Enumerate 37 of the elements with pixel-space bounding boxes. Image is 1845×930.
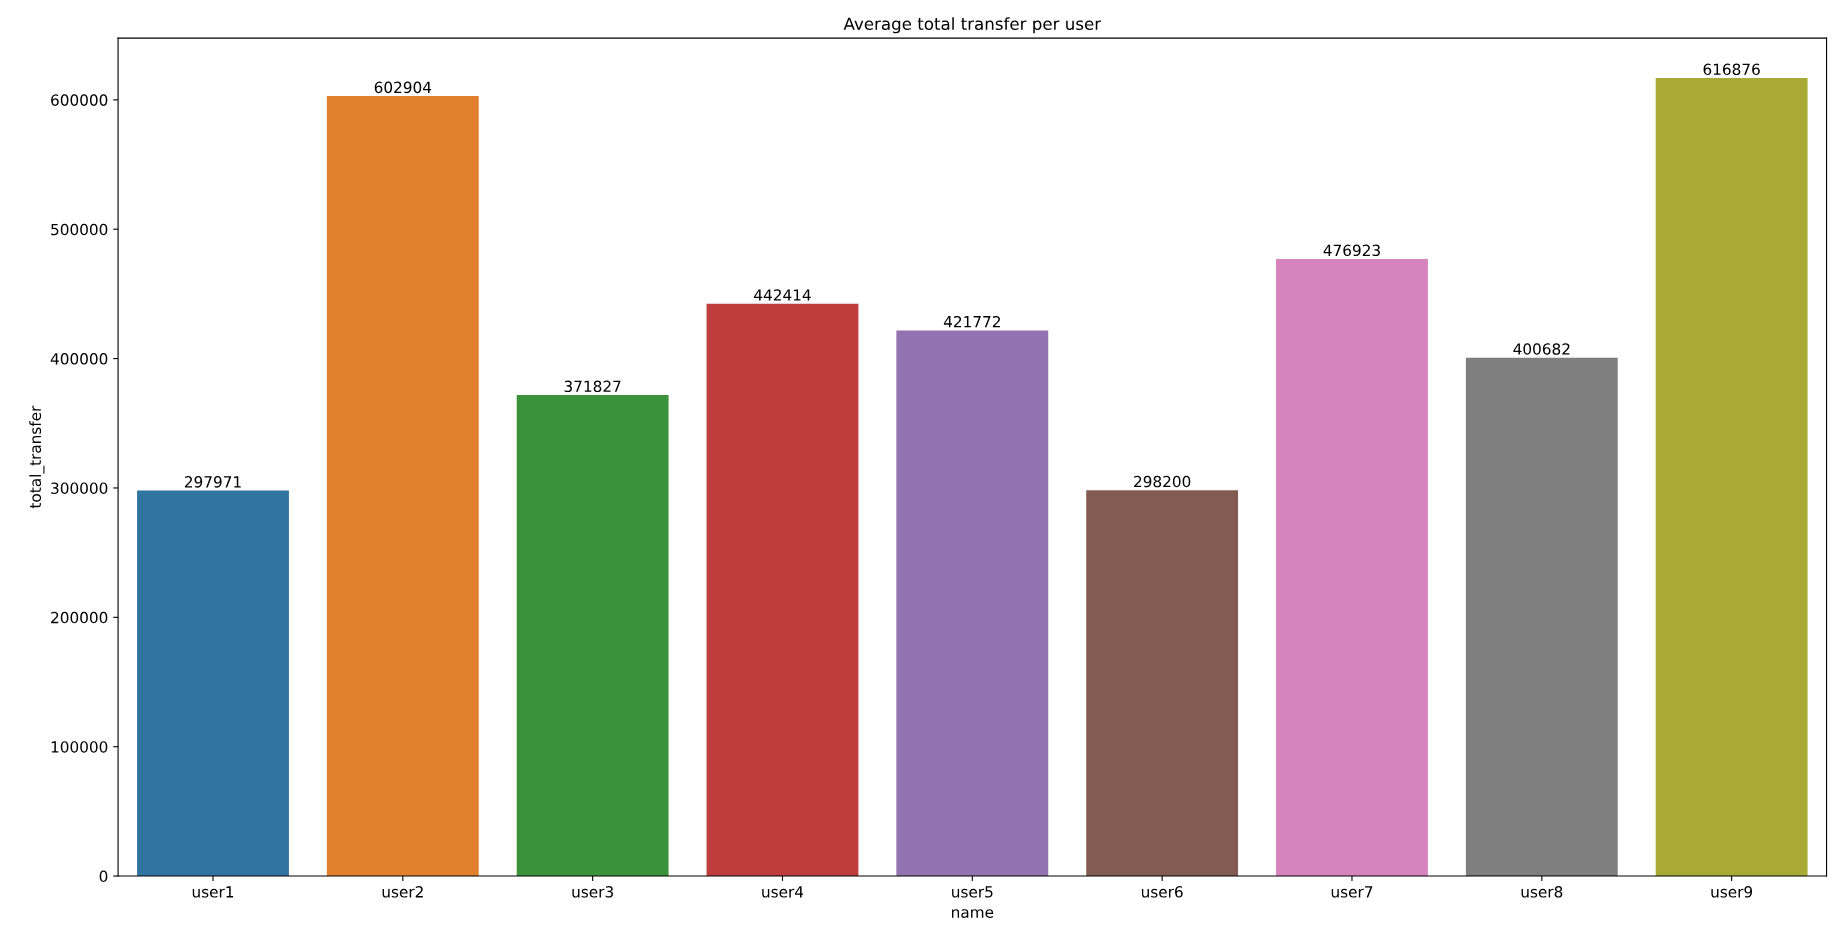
x-tick-label: user8	[1521, 886, 1563, 898]
x-tick-label: user4	[762, 886, 804, 898]
data-label: 476923	[1323, 244, 1380, 257]
bar	[1465, 357, 1618, 877]
bar	[326, 96, 479, 877]
y-tick-label: 600000	[51, 94, 108, 106]
bar	[1276, 259, 1428, 877]
x-tick-label: user5	[952, 886, 993, 898]
data-label: 298200	[1134, 475, 1191, 488]
x-tick-label: user6	[1141, 886, 1183, 898]
x-tick-label: user3	[572, 886, 613, 898]
bar	[516, 395, 669, 877]
bar	[137, 490, 289, 877]
x-tick-label: user1	[192, 886, 234, 898]
bar	[1086, 490, 1239, 877]
x-tick-label: user9	[1711, 886, 1753, 898]
data-label: 616876	[1703, 63, 1760, 76]
y-tick-label: 400000	[50, 353, 108, 365]
y-tick-label: 300000	[51, 482, 108, 494]
x-tick-label: user2	[382, 886, 423, 898]
bar	[896, 330, 1049, 877]
y-axis-title: total_transfer	[29, 405, 45, 509]
data-label: 602904	[374, 81, 432, 94]
bar	[706, 303, 859, 877]
data-label: 442414	[754, 289, 811, 301]
x-tick-label: user7	[1331, 886, 1373, 898]
chart-title: Average total transfer per user	[843, 17, 1102, 34]
data-label: 297971	[184, 476, 241, 488]
y-tick-label: 500000	[51, 223, 108, 236]
x-axis-title: name	[952, 909, 994, 918]
y-tick-label: 0	[99, 870, 108, 883]
bar	[1655, 78, 1808, 877]
y-tick-label: 100000	[51, 741, 108, 753]
data-label: 400682	[1513, 343, 1570, 355]
data-label: 371827	[564, 380, 621, 393]
data-label: 421772	[943, 315, 1000, 328]
y-tick-label: 200000	[51, 611, 108, 624]
